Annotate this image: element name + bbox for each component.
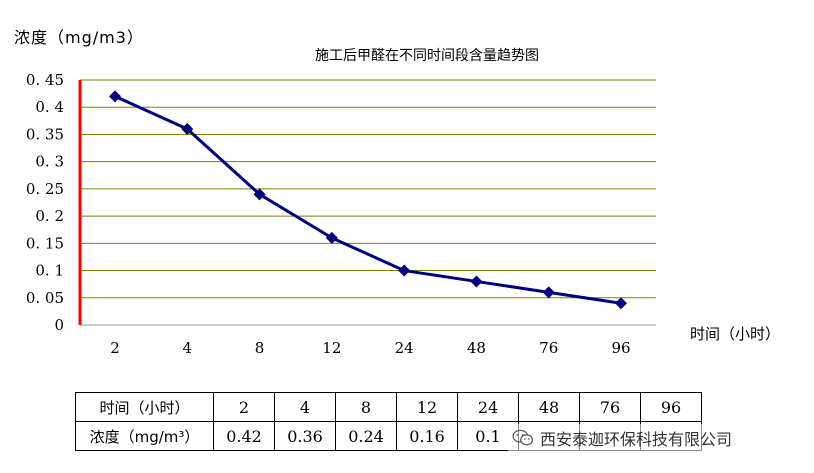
y-axis-label: 浓度（mg/m3） bbox=[14, 28, 144, 47]
time-cell: 76 bbox=[579, 392, 641, 422]
data-point bbox=[398, 264, 411, 277]
time-cell: 2 bbox=[213, 392, 275, 422]
time-cell: 24 bbox=[457, 392, 519, 422]
x-tick-label: 12 bbox=[322, 339, 341, 357]
data-point bbox=[181, 123, 194, 135]
x-tick-label: 2 bbox=[110, 339, 120, 357]
time-row-header: 时间（小时） bbox=[75, 392, 214, 422]
y-tick-label: 0. 05 bbox=[26, 289, 64, 307]
data-point bbox=[470, 275, 483, 288]
data-point bbox=[542, 286, 555, 299]
time-cell: 96 bbox=[640, 392, 702, 422]
y-tick-label: 0. 15 bbox=[26, 234, 64, 252]
time-cell: 8 bbox=[335, 392, 397, 422]
x-tick-label: 4 bbox=[183, 339, 193, 357]
y-tick-label: 0. 3 bbox=[35, 153, 64, 171]
watermark: 西安泰迦环保科技有限公司 bbox=[508, 424, 737, 452]
chart-title: 施工后甲醛在不同时间段含量趋势图 bbox=[315, 48, 539, 64]
data-point bbox=[325, 231, 338, 244]
time-row: 时间（小时） 2 4 8 12 24 48 76 96 bbox=[75, 392, 702, 422]
y-tick-label: 0 bbox=[54, 316, 64, 334]
y-tick-label: 0. 45 bbox=[26, 71, 64, 89]
data-point bbox=[615, 297, 627, 310]
concentration-cell: 0.42 bbox=[213, 421, 275, 451]
watermark-text: 西安泰迦环保科技有限公司 bbox=[540, 430, 733, 449]
x-tick-label: 8 bbox=[255, 339, 265, 357]
x-tick-label: 24 bbox=[395, 339, 414, 357]
time-cell: 48 bbox=[518, 392, 580, 422]
concentration-cell: 0.24 bbox=[335, 421, 397, 451]
data-point bbox=[253, 188, 266, 201]
line-chart: 0 0. 05 0. 1 0. 15 0. 2 0. 25 0. 3 0. 35 0. 4 0. … bbox=[26, 71, 656, 357]
y-tick-label: 0. 2 bbox=[35, 207, 64, 225]
x-tick-label: 96 bbox=[611, 339, 630, 357]
x-tick-label: 48 bbox=[467, 339, 486, 357]
x-axis-label: 时间（小时） bbox=[690, 325, 781, 343]
data-point bbox=[109, 90, 121, 103]
time-cell: 4 bbox=[274, 392, 336, 422]
y-tick-label: 0. 25 bbox=[26, 180, 64, 198]
time-cell: 12 bbox=[396, 392, 458, 422]
y-tick-label: 0. 1 bbox=[35, 262, 64, 280]
concentration-cell: 0.36 bbox=[274, 421, 336, 451]
x-tick-label: 76 bbox=[539, 339, 558, 357]
series-line bbox=[114, 94, 622, 305]
y-tick-label: 0. 35 bbox=[26, 125, 64, 143]
concentration-cell: 0.16 bbox=[396, 421, 458, 451]
concentration-row-header: 浓度（mg/m³） bbox=[75, 421, 214, 451]
wechat-icon bbox=[512, 429, 534, 446]
y-tick-label: 0. 4 bbox=[35, 98, 64, 116]
